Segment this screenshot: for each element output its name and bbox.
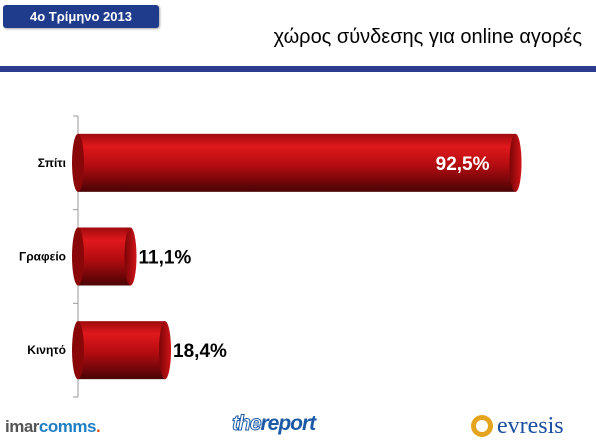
bar-chart: Σπίτι 92,5% Γραφείο 11,1% Κινητό 18,4%	[19, 115, 522, 398]
thereport-logo: thereport	[232, 412, 317, 436]
bar-1	[78, 227, 131, 286]
category-label-0: Σπίτι	[38, 156, 66, 170]
period-badge: 4ο Τρίμηνο 2013	[3, 5, 159, 28]
imarcomms-logo: imarcomms.	[5, 417, 101, 436]
value-label-2: 18,4%	[173, 341, 227, 362]
chart-title: χώρος σύνδεσης για online αγορές	[273, 26, 582, 48]
value-label-1: 11,1%	[139, 248, 192, 269]
bar-cap-1	[124, 227, 137, 286]
evresis-mark-icon	[471, 415, 493, 437]
value-label-0: 92,5%	[436, 154, 490, 175]
bar-base-1	[72, 227, 84, 286]
bar-base-2	[72, 321, 84, 380]
bar-base-0	[72, 133, 84, 192]
footer-logos: imarcomms. thereport evresis	[5, 412, 564, 440]
category-label-2: Κινητό	[27, 343, 66, 357]
bar-0	[78, 133, 516, 192]
category-label-1: Γραφείο	[19, 250, 66, 264]
header-divider	[0, 66, 596, 72]
bar-2	[78, 321, 166, 380]
bar-cap-2	[159, 321, 172, 380]
bar-cap-0	[509, 133, 522, 192]
